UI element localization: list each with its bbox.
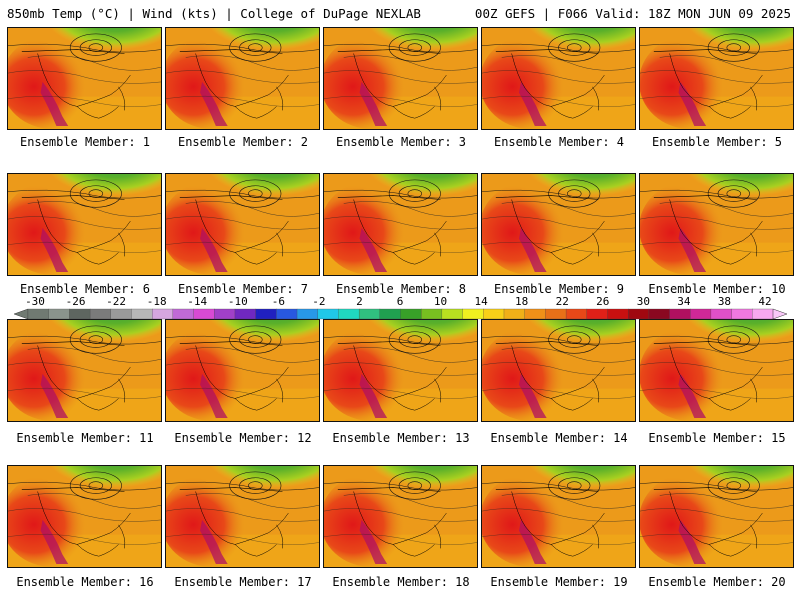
ensemble-member-map — [481, 173, 636, 276]
colorbar-tick-label: 18 — [515, 295, 529, 308]
ensemble-member-label: Ensemble Member: 19 — [490, 575, 628, 589]
ensemble-member-label: Ensemble Member: 16 — [16, 575, 154, 589]
ensemble-member-label: Ensemble Member: 18 — [332, 575, 470, 589]
ensemble-member-label: Ensemble Member: 2 — [177, 135, 309, 149]
ensemble-member-label: Ensemble Member: 20 — [648, 575, 786, 589]
colorbar-tick-label: 34 — [677, 295, 691, 308]
ensemble-member-label: Ensemble Member: 12 — [174, 431, 312, 445]
colorbar-tick-label: 30 — [636, 295, 650, 308]
ensemble-member-map — [7, 465, 162, 568]
ensemble-member-map — [323, 173, 478, 276]
ensemble-member-label: Ensemble Member: 9 — [493, 282, 625, 296]
ensemble-member-label: Ensemble Member: 6 — [19, 282, 151, 296]
colorbar-tick-label: 2 — [356, 295, 363, 308]
ensemble-member-map — [639, 173, 794, 276]
ensemble-member-label: Ensemble Member: 11 — [16, 431, 154, 445]
ensemble-member-label: Ensemble Member: 13 — [332, 431, 470, 445]
colorbar-tick-label: 42 — [758, 295, 772, 308]
ensemble-member-label: Ensemble Member: 4 — [493, 135, 625, 149]
ensemble-member-label: Ensemble Member: 1 — [19, 135, 151, 149]
ensemble-member-map — [639, 27, 794, 130]
colorbar-tick-label: 26 — [596, 295, 610, 308]
ensemble-member-label: Ensemble Member: 17 — [174, 575, 312, 589]
ensemble-member-map — [7, 319, 162, 422]
ensemble-member-map — [481, 27, 636, 130]
colorbar-tick-label: -14 — [187, 295, 208, 308]
colorbar-tick-label: -10 — [227, 295, 248, 308]
colorbar-tick-label: -6 — [271, 295, 285, 308]
ensemble-member-map — [165, 173, 320, 276]
ensemble-member-label: Ensemble Member: 15 — [648, 431, 786, 445]
colorbar-tick-label: 14 — [474, 295, 488, 308]
colorbar-tick-label: -22 — [106, 295, 127, 308]
colorbar-tick-label: -30 — [25, 295, 45, 308]
ensemble-member-label: Ensemble Member: 8 — [335, 282, 467, 296]
ensemble-member-map — [481, 319, 636, 422]
map-title: 850mb Temp (°C) | Wind (kts) | College o… — [7, 6, 421, 21]
temperature-colorbar — [14, 308, 787, 320]
ensemble-member-label: Ensemble Member: 10 — [648, 282, 786, 296]
ensemble-member-map — [165, 27, 320, 130]
colorbar-tick-label: -18 — [146, 295, 167, 308]
ensemble-member-map — [165, 465, 320, 568]
colorbar-tick-label: -26 — [65, 295, 86, 308]
ensemble-member-label: Ensemble Member: 5 — [651, 135, 783, 149]
ensemble-member-map — [481, 465, 636, 568]
ensemble-member-map — [7, 173, 162, 276]
colorbar-tick-label: 6 — [396, 295, 404, 308]
colorbar-tick-label: 10 — [433, 295, 448, 308]
ensemble-member-map — [323, 319, 478, 422]
colorbar-tick-label: -2 — [312, 295, 326, 308]
ensemble-member-label: Ensemble Member: 7 — [177, 282, 309, 296]
ensemble-member-map — [323, 465, 478, 568]
ensemble-member-label: Ensemble Member: 3 — [335, 135, 467, 149]
ensemble-member-map — [323, 27, 478, 130]
colorbar-tick-label: 38 — [717, 295, 732, 308]
ensemble-member-map — [7, 27, 162, 130]
colorbar-tick-label: 22 — [555, 295, 569, 308]
ensemble-member-map — [639, 465, 794, 568]
ensemble-member-label: Ensemble Member: 14 — [490, 431, 628, 445]
run-valid-time: 00Z GEFS | F066 Valid: 18Z MON JUN 09 20… — [474, 6, 791, 21]
ensemble-member-map — [639, 319, 794, 422]
ensemble-member-map — [165, 319, 320, 422]
